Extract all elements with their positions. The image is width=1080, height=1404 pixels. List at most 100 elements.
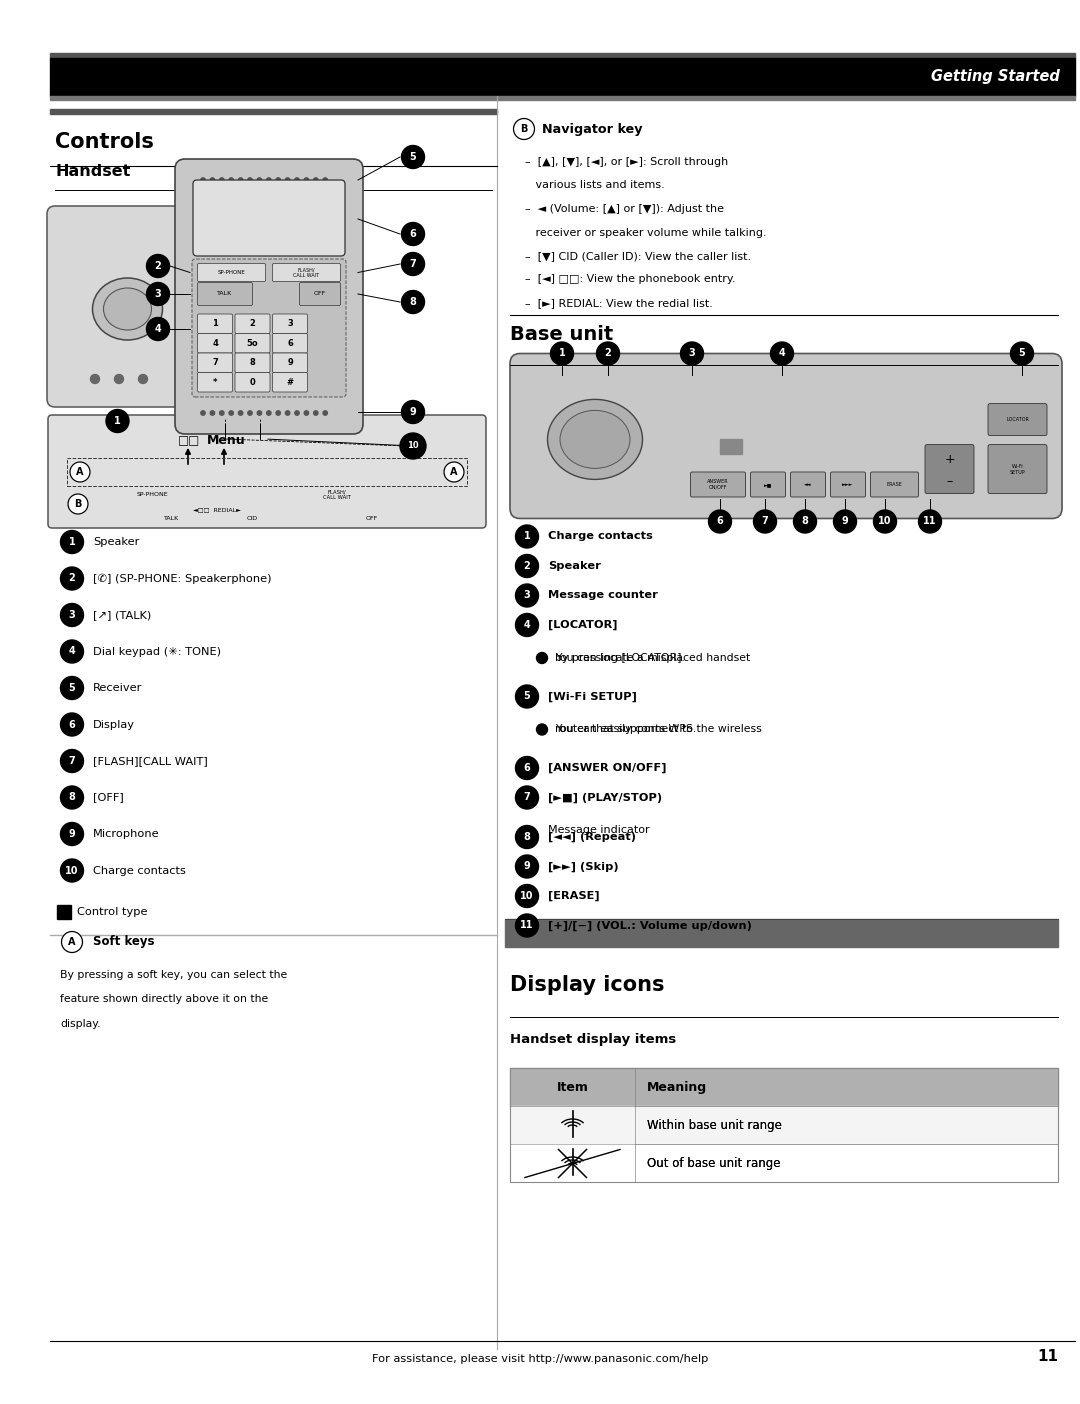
Circle shape [229, 178, 233, 183]
Circle shape [60, 567, 83, 590]
Text: 6: 6 [69, 719, 76, 730]
FancyBboxPatch shape [198, 314, 232, 334]
Bar [67, 458, 467, 486]
Text: 6: 6 [717, 517, 724, 526]
Text: 7: 7 [524, 792, 530, 803]
Circle shape [323, 411, 327, 416]
Text: 9: 9 [409, 407, 417, 417]
Text: TALK: TALK [164, 517, 179, 521]
Text: 11: 11 [1037, 1349, 1058, 1365]
Text: ►►►: ►►► [842, 482, 853, 487]
Circle shape [515, 786, 539, 809]
FancyBboxPatch shape [272, 372, 308, 392]
Text: ►■: ►■ [764, 482, 772, 487]
Circle shape [60, 531, 83, 553]
Text: 3: 3 [287, 319, 293, 329]
FancyBboxPatch shape [510, 354, 1062, 518]
Text: #: # [286, 378, 294, 386]
Text: CID: CID [246, 517, 257, 521]
Text: 5o: 5o [246, 338, 258, 348]
Text: Charge contacts: Charge contacts [93, 865, 186, 876]
Circle shape [515, 555, 539, 577]
Text: Charge contacts: Charge contacts [548, 532, 652, 542]
Text: *: * [213, 378, 217, 386]
Text: 0: 0 [249, 378, 255, 386]
Text: 7: 7 [761, 517, 768, 526]
Text: ┇││: ┇││ [558, 1154, 586, 1172]
Circle shape [515, 685, 539, 708]
Circle shape [70, 462, 90, 482]
Circle shape [402, 400, 424, 424]
Circle shape [515, 826, 539, 848]
Circle shape [402, 222, 424, 246]
Text: 4: 4 [154, 324, 161, 334]
Text: Out of base unit range: Out of base unit range [647, 1157, 781, 1170]
Text: Soft keys: Soft keys [93, 935, 154, 949]
FancyBboxPatch shape [193, 180, 345, 256]
Text: 4: 4 [69, 646, 76, 657]
Text: 9: 9 [69, 828, 76, 840]
Circle shape [515, 584, 539, 607]
Text: For assistance, please visit http://www.panasonic.com/help: For assistance, please visit http://www.… [372, 1353, 708, 1365]
Circle shape [285, 411, 289, 416]
Text: ◄□□  REDIAL►: ◄□□ REDIAL► [193, 507, 241, 512]
Text: [OFF]: [OFF] [93, 792, 124, 803]
Text: B: B [75, 498, 82, 510]
Text: 3: 3 [524, 591, 530, 601]
FancyBboxPatch shape [198, 372, 232, 392]
FancyBboxPatch shape [198, 264, 266, 281]
Text: Getting Started: Getting Started [931, 70, 1059, 84]
Circle shape [62, 931, 82, 952]
FancyBboxPatch shape [791, 472, 825, 497]
Bar [50, 110, 497, 114]
Circle shape [551, 343, 573, 365]
Text: ◄◄: ◄◄ [805, 482, 812, 487]
Text: ┇││: ┇││ [558, 1116, 586, 1134]
Text: feature shown directly above it on the: feature shown directly above it on the [60, 994, 268, 1004]
Circle shape [60, 604, 83, 626]
Bar [511, 1146, 634, 1182]
Text: +: + [944, 453, 955, 466]
Circle shape [257, 178, 261, 183]
FancyBboxPatch shape [272, 352, 308, 372]
Text: –: – [946, 475, 953, 489]
FancyBboxPatch shape [175, 159, 363, 434]
Text: 1: 1 [114, 416, 121, 425]
Text: A: A [450, 468, 458, 477]
Circle shape [276, 178, 281, 183]
Text: Handset display items: Handset display items [510, 1033, 676, 1046]
Circle shape [138, 375, 148, 383]
Circle shape [295, 178, 299, 183]
Circle shape [305, 178, 309, 183]
Text: 10: 10 [521, 892, 534, 901]
Bar [510, 1068, 1058, 1106]
Circle shape [239, 411, 243, 416]
Bar [50, 58, 1075, 95]
Text: –  [▲], [▼], [◄], or [►]: Scroll through: – [▲], [▼], [◄], or [►]: Scroll through [525, 157, 728, 167]
Circle shape [402, 253, 424, 275]
Circle shape [295, 411, 299, 416]
Text: [Wi-Fi SETUP]: [Wi-Fi SETUP] [548, 691, 637, 702]
Circle shape [91, 375, 99, 383]
Text: 8: 8 [68, 792, 76, 803]
Text: 8: 8 [249, 358, 255, 368]
Text: [↗] (TALK): [↗] (TALK) [93, 609, 151, 621]
Text: □□: □□ [178, 434, 200, 448]
FancyBboxPatch shape [988, 403, 1047, 435]
Text: 7: 7 [212, 358, 218, 368]
Circle shape [515, 614, 539, 636]
Circle shape [68, 494, 87, 514]
FancyBboxPatch shape [690, 472, 745, 497]
FancyBboxPatch shape [192, 258, 346, 397]
Bar [720, 439, 742, 453]
Bar [510, 1106, 1058, 1144]
Circle shape [402, 146, 424, 168]
Text: 9: 9 [287, 358, 293, 368]
Text: display.: display. [60, 1019, 100, 1029]
Circle shape [267, 411, 271, 416]
Text: 3: 3 [689, 348, 696, 358]
Text: Within base unit range: Within base unit range [647, 1119, 782, 1132]
Text: SP-PHONE: SP-PHONE [136, 493, 167, 497]
Text: 7: 7 [409, 258, 417, 270]
Text: 3: 3 [154, 289, 161, 299]
